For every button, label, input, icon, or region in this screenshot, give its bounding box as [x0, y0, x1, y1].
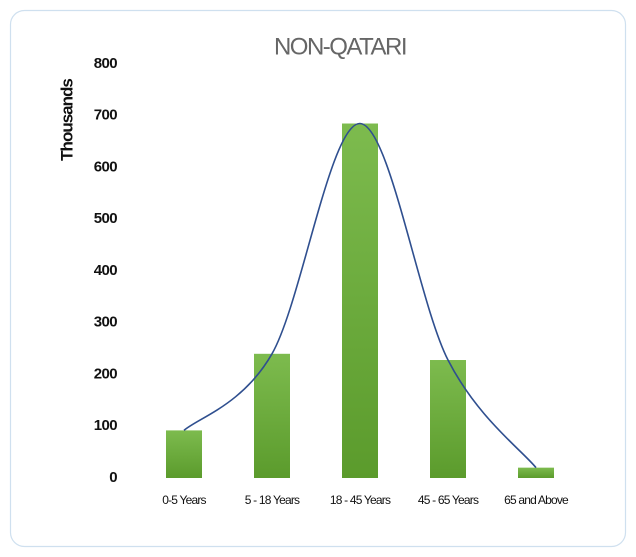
y-tick-label: 0: [109, 469, 117, 486]
bar: [166, 430, 202, 478]
x-tick-label: 45 - 65 Years: [418, 493, 479, 507]
y-axis-label: Thousands: [57, 79, 76, 161]
y-tick-label: 600: [94, 158, 117, 175]
bar: [430, 360, 466, 478]
trend-line: [183, 122, 537, 469]
x-tick-label: 65 and Above: [504, 493, 569, 507]
x-tick-label: 5 - 18 Years: [245, 493, 300, 507]
bar: [518, 467, 554, 478]
y-tick-label: 800: [94, 55, 117, 72]
x-tick-label: 0-5 Years: [162, 493, 206, 507]
y-tick-label: 500: [94, 210, 117, 227]
y-tick-label: 700: [94, 107, 117, 124]
x-tick-label: 18 - 45 Years: [330, 493, 391, 507]
bar: [254, 353, 290, 478]
y-tick-label: 300: [94, 314, 117, 331]
bar: [342, 123, 378, 478]
chart-frame: [9, 9, 627, 548]
chart-title: NON-QATARI: [274, 33, 406, 60]
y-tick-label: 100: [94, 417, 117, 434]
y-tick-label: 200: [94, 365, 117, 382]
y-tick-label: 400: [94, 262, 117, 279]
